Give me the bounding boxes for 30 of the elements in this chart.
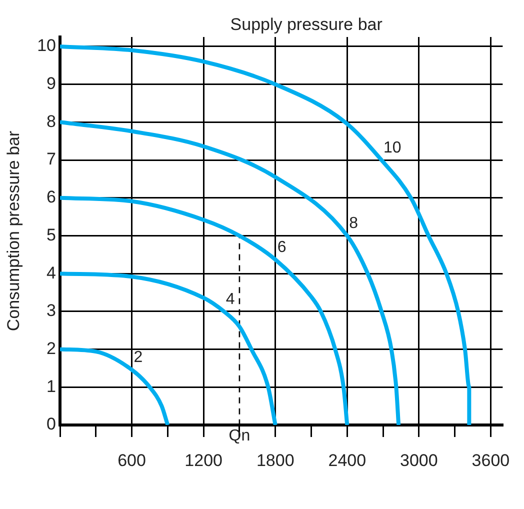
line-series (60, 196, 350, 425)
line-series (60, 44, 472, 425)
series-label: 4 (226, 290, 235, 308)
y-tick-label: 0 (46, 414, 56, 434)
line-series (60, 272, 278, 425)
x-tick-label: 1200 (184, 450, 222, 470)
y-tick-label: 10 (37, 36, 56, 56)
y-tick-label: 7 (46, 150, 56, 169)
y-tick-label: 6 (46, 188, 56, 207)
y-tick-label: 5 (46, 225, 56, 244)
x-tick-label: 2400 (328, 450, 366, 470)
line-series (60, 120, 401, 425)
y-tick-label: 2 (46, 338, 56, 358)
chart-title: Supply pressure bar (230, 15, 383, 34)
y-tick-label: 1 (46, 376, 56, 396)
x-tick-label: 1800 (256, 450, 294, 470)
x-tick-label: 3000 (400, 450, 438, 470)
annotation: Qn (228, 427, 250, 444)
x-tick-label: 600 (118, 450, 146, 470)
series-label: 2 (134, 349, 143, 366)
y-tick-label: 8 (46, 112, 56, 131)
series-label: 10 (383, 139, 402, 156)
series-label: 8 (349, 215, 358, 232)
line-series (60, 347, 170, 425)
y-tick-label: 3 (46, 301, 56, 320)
y-tick-label: 9 (46, 74, 56, 94)
y-axis-title: Consumption pressure bar (4, 130, 23, 332)
y-tick-label: 4 (46, 263, 56, 282)
x-tick-label: 3600 (472, 450, 510, 470)
series-label: 6 (277, 238, 286, 256)
